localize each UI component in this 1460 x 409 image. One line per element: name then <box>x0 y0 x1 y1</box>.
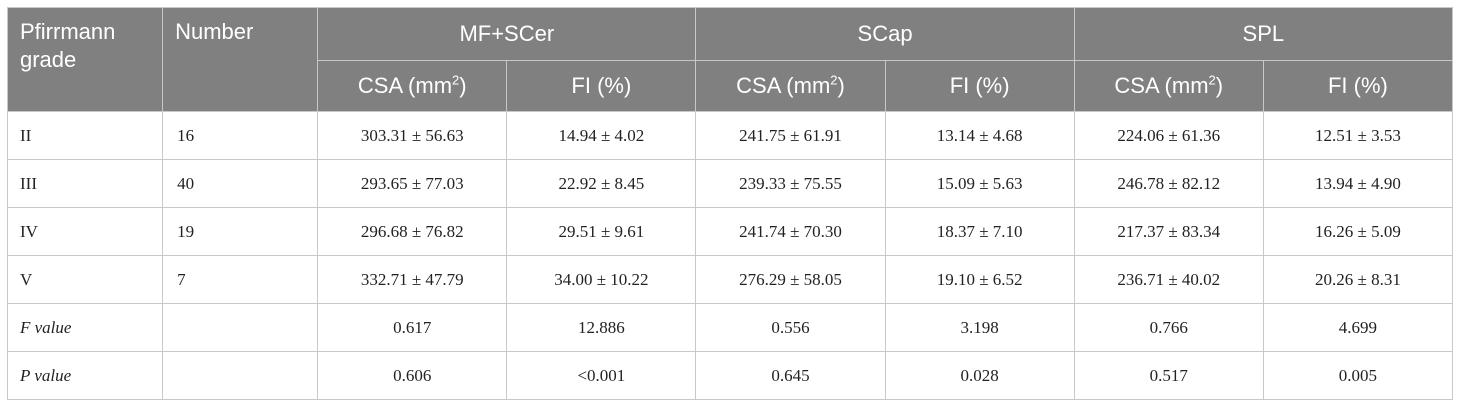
value-cell: 0.028 <box>884 351 1075 400</box>
table-row: IV 19 296.68 ± 76.82 29.51 ± 9.61 241.74… <box>6 207 1454 256</box>
header-csa: CSA (mm2) <box>1073 60 1264 112</box>
grade-cell: V <box>6 255 164 304</box>
value-cell: 246.78 ± 82.12 <box>1073 159 1264 208</box>
value-cell: 16.26 ± 5.09 <box>1262 207 1454 256</box>
number-cell: 40 <box>162 159 319 208</box>
value-cell: 239.33 ± 75.55 <box>695 159 886 208</box>
stat-label-cell: F value <box>6 303 164 352</box>
number-cell: 19 <box>162 207 319 256</box>
number-cell <box>162 351 319 400</box>
value-cell: 12.886 <box>506 303 697 352</box>
table-row: V 7 332.71 ± 47.79 34.00 ± 10.22 276.29 … <box>6 255 1454 304</box>
value-cell: 0.517 <box>1073 351 1264 400</box>
value-cell: 12.51 ± 3.53 <box>1262 111 1454 160</box>
header-fi: FI (%) <box>1262 60 1454 112</box>
value-cell: 29.51 ± 9.61 <box>506 207 697 256</box>
value-cell: 14.94 ± 4.02 <box>506 111 697 160</box>
value-cell: 241.74 ± 70.30 <box>695 207 886 256</box>
header-number: Number <box>162 7 319 112</box>
value-cell: 15.09 ± 5.63 <box>884 159 1075 208</box>
header-group-mf-scer: MF+SCer <box>317 7 697 61</box>
value-cell: 0.005 <box>1262 351 1454 400</box>
value-cell: 0.617 <box>317 303 508 352</box>
value-cell: 19.10 ± 6.52 <box>884 255 1075 304</box>
value-cell: 34.00 ± 10.22 <box>506 255 697 304</box>
value-cell: 224.06 ± 61.36 <box>1073 111 1264 160</box>
table-row-f-value: F value 0.617 12.886 0.556 3.198 0.766 4… <box>6 303 1454 352</box>
value-cell: 0.606 <box>317 351 508 400</box>
header-row-groups: Pfirrmann grade Number MF+SCer SCap SPL <box>6 7 1454 112</box>
header-csa: CSA (mm2) <box>695 60 886 112</box>
value-cell: 276.29 ± 58.05 <box>695 255 886 304</box>
results-table: Pfirrmann grade Number MF+SCer SCap SPL … <box>6 7 1454 400</box>
value-cell: 293.65 ± 77.03 <box>317 159 508 208</box>
number-cell: 7 <box>162 255 319 304</box>
value-cell: 0.556 <box>695 303 886 352</box>
value-cell: 0.766 <box>1073 303 1264 352</box>
header-group-scap: SCap <box>695 7 1075 61</box>
value-cell: 332.71 ± 47.79 <box>317 255 508 304</box>
value-cell: <0.001 <box>506 351 697 400</box>
table-row: II 16 303.31 ± 56.63 14.94 ± 4.02 241.75… <box>6 111 1454 160</box>
value-cell: 13.94 ± 4.90 <box>1262 159 1454 208</box>
grade-cell: IV <box>6 207 164 256</box>
value-cell: 241.75 ± 61.91 <box>695 111 886 160</box>
value-cell: 296.68 ± 76.82 <box>317 207 508 256</box>
header-fi: FI (%) <box>884 60 1075 112</box>
value-cell: 236.71 ± 40.02 <box>1073 255 1264 304</box>
table-row: III 40 293.65 ± 77.03 22.92 ± 8.45 239.3… <box>6 159 1454 208</box>
value-cell: 20.26 ± 8.31 <box>1262 255 1454 304</box>
grade-cell: III <box>6 159 164 208</box>
value-cell: 18.37 ± 7.10 <box>884 207 1075 256</box>
value-cell: 4.699 <box>1262 303 1454 352</box>
stat-label-cell: P value <box>6 351 164 400</box>
header-pfirrmann-grade: Pfirrmann grade <box>6 7 164 112</box>
value-cell: 303.31 ± 56.63 <box>317 111 508 160</box>
header-fi: FI (%) <box>506 60 697 112</box>
value-cell: 22.92 ± 8.45 <box>506 159 697 208</box>
header-csa: CSA (mm2) <box>317 60 508 112</box>
value-cell: 13.14 ± 4.68 <box>884 111 1075 160</box>
results-table-container: Pfirrmann grade Number MF+SCer SCap SPL … <box>6 7 1454 400</box>
table-row-p-value: P value 0.606 <0.001 0.645 0.028 0.517 0… <box>6 351 1454 400</box>
number-cell: 16 <box>162 111 319 160</box>
value-cell: 3.198 <box>884 303 1075 352</box>
header-group-spl: SPL <box>1073 7 1454 61</box>
value-cell: 0.645 <box>695 351 886 400</box>
value-cell: 217.37 ± 83.34 <box>1073 207 1264 256</box>
header-row-measures: CSA (mm2) FI (%) CSA (mm2) FI (%) CSA (m… <box>8 60 1454 112</box>
grade-cell: II <box>6 111 164 160</box>
number-cell <box>162 303 319 352</box>
